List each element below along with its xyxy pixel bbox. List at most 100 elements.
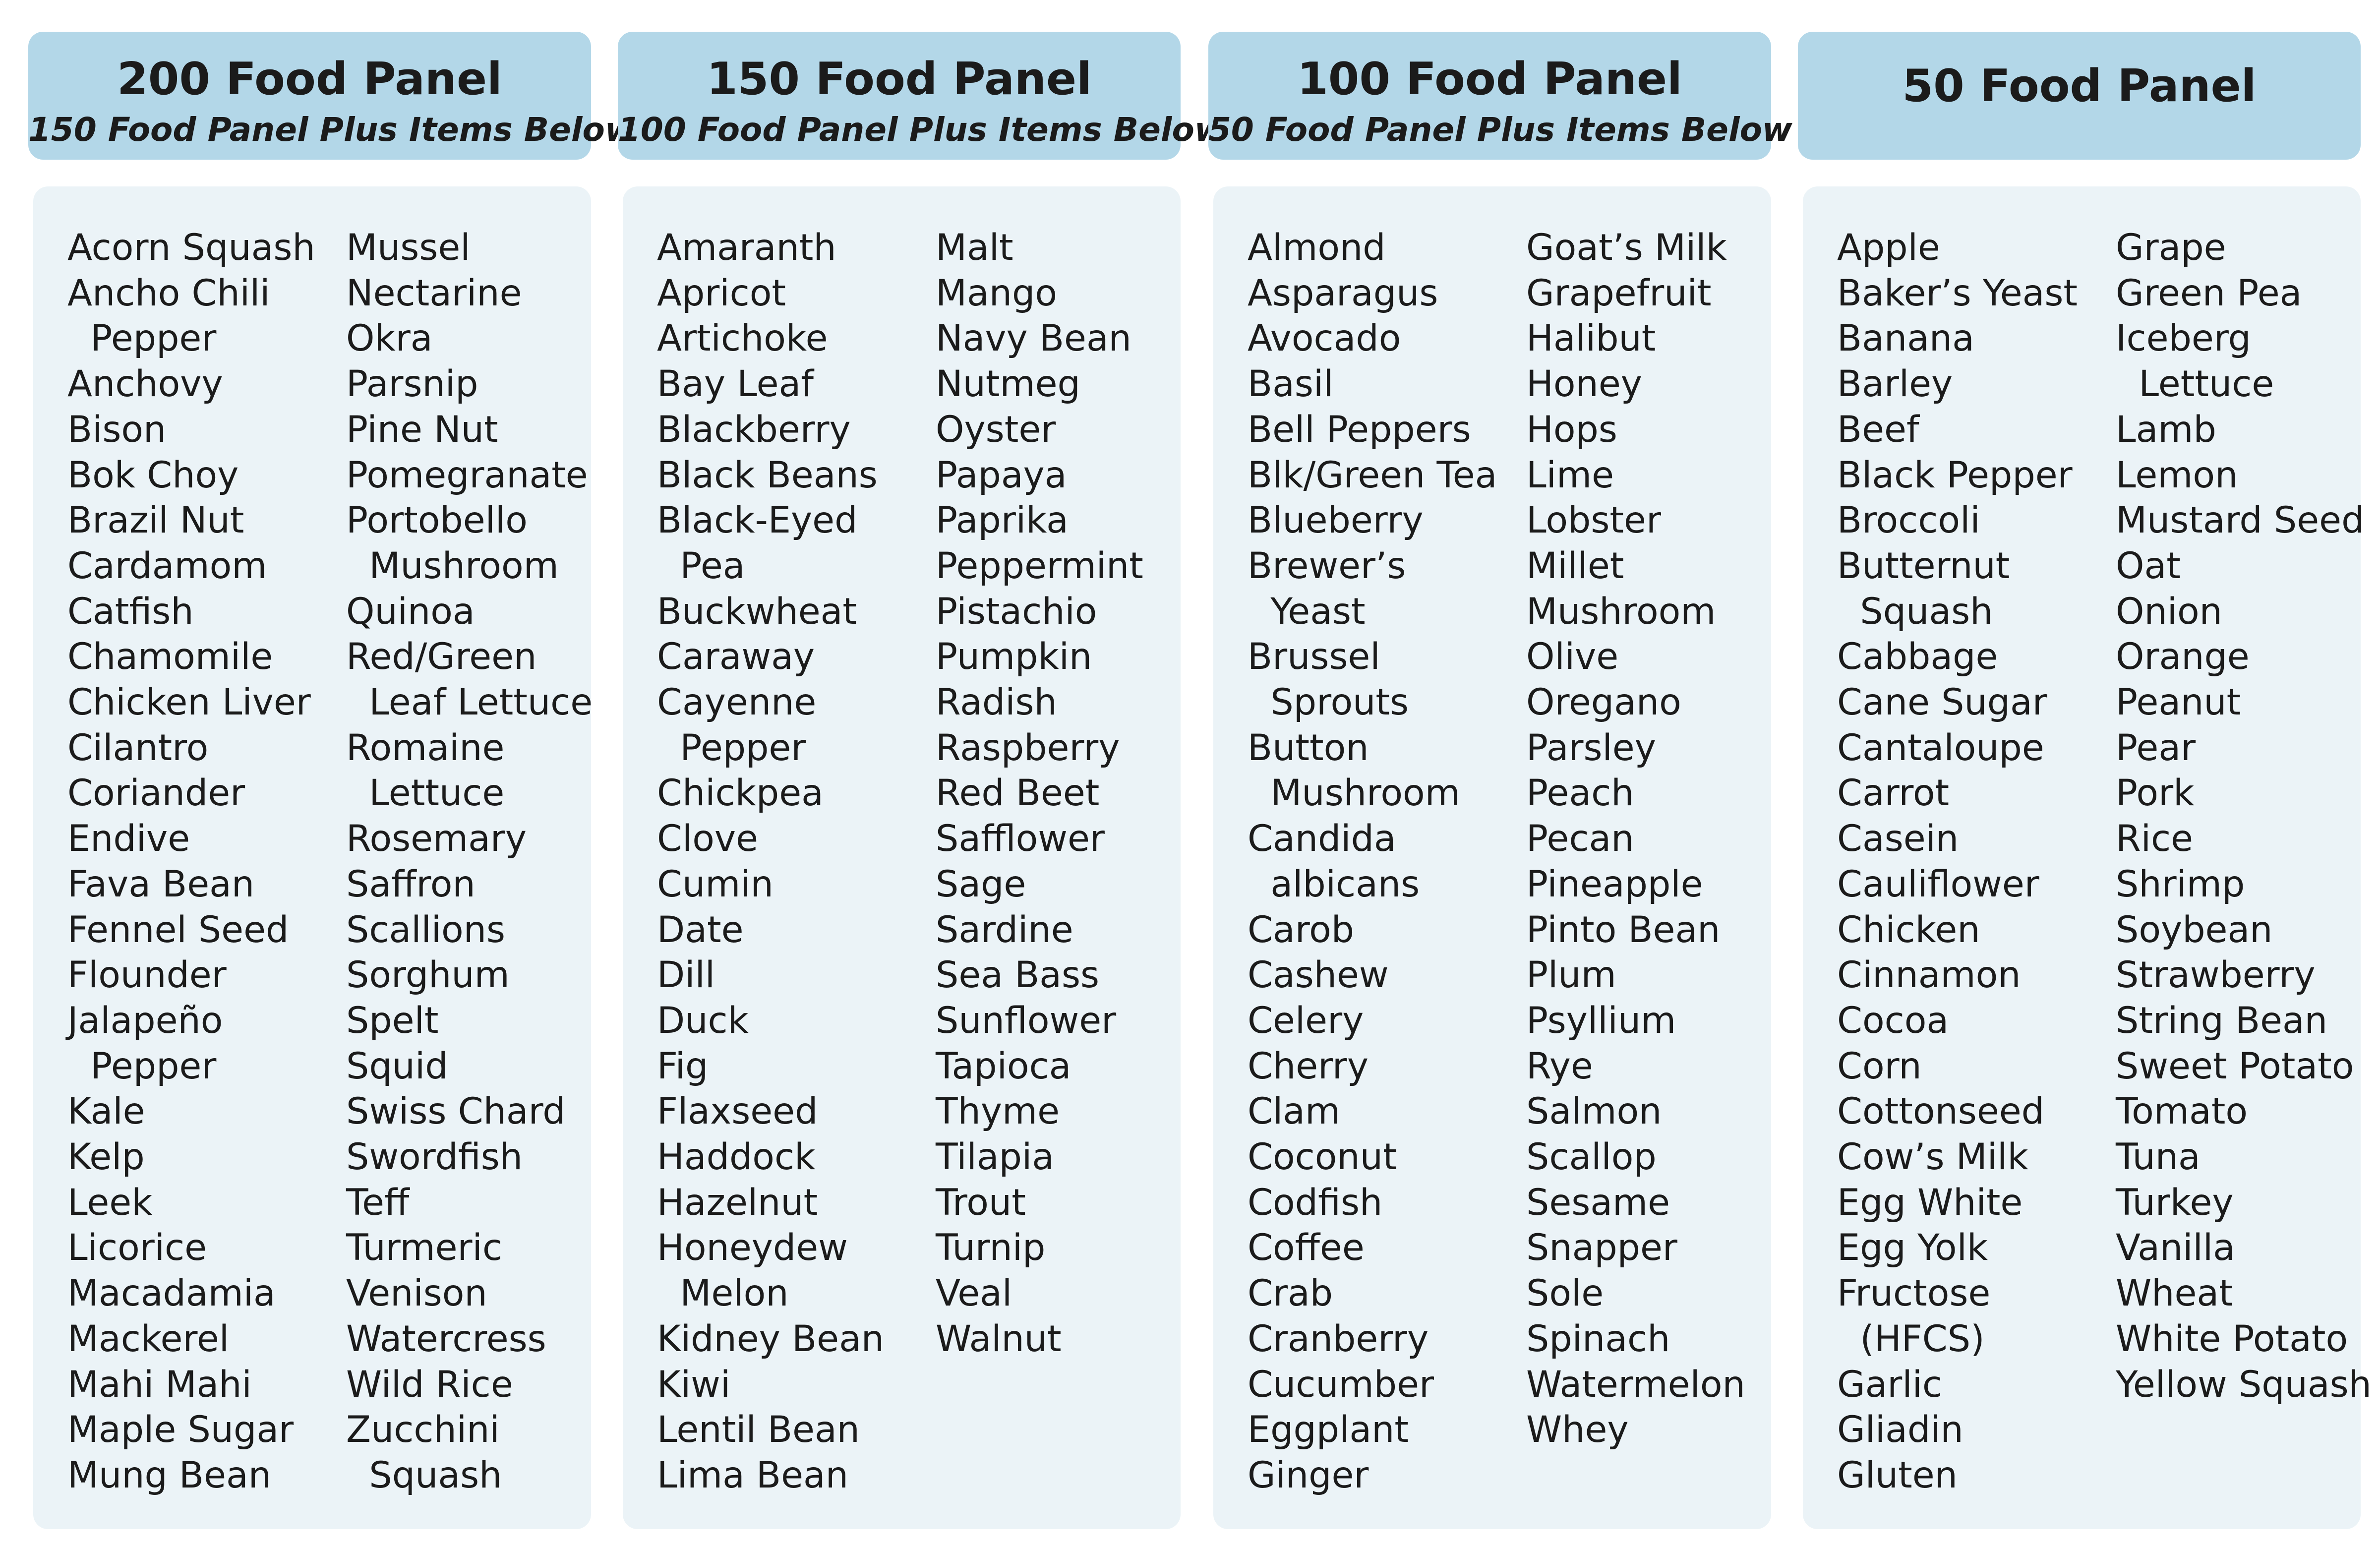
food-item: Lettuce bbox=[2116, 363, 2274, 406]
food-item: Cantaloupe bbox=[1837, 726, 2044, 769]
food-item: Dill bbox=[657, 954, 715, 997]
food-item: Leek bbox=[67, 1181, 153, 1224]
food-item: Lime bbox=[1526, 454, 1614, 496]
food-item: Mackerel bbox=[67, 1317, 230, 1360]
panel-body: Amaranth Apricot Artichoke Bay Leaf Blackber… bbox=[623, 186, 1181, 1529]
panel-header: 150 Food Panel 100 Food Panel Plus Items… bbox=[618, 32, 1225, 160]
food-item: Yeast bbox=[1248, 590, 1366, 633]
food-item: Cucumber bbox=[1248, 1363, 1434, 1406]
food-item: Chicken bbox=[1837, 908, 1980, 951]
food-item: Watercress bbox=[346, 1317, 546, 1360]
food-item: Cane Sugar bbox=[1837, 681, 2047, 724]
food-item: Cashew bbox=[1248, 954, 1389, 997]
food-item: Pinto Bean bbox=[1526, 908, 1721, 951]
food-item: Thyme bbox=[936, 1090, 1060, 1133]
food-item: Pea bbox=[657, 544, 745, 587]
panel-header: 50 Food Panel bbox=[1798, 32, 2361, 160]
food-item: Butternut bbox=[1837, 544, 2010, 587]
food-item: Bell Peppers bbox=[1248, 408, 1471, 451]
food-item: Pineapple bbox=[1526, 863, 1703, 905]
panel-body: Almond Asparagus Avocado Basil Bell Peppers B… bbox=[1213, 186, 1771, 1529]
food-item: Venison bbox=[346, 1272, 487, 1315]
food-item: Walnut bbox=[936, 1317, 1062, 1360]
food-item: Brussel bbox=[1248, 636, 1380, 678]
food-item: Cayenne bbox=[657, 681, 817, 724]
food-item: Bok Choy bbox=[67, 454, 239, 496]
food-item: Cilantro bbox=[67, 726, 209, 769]
food-item: Shrimp bbox=[2116, 863, 2245, 905]
food-item: Yellow Squash bbox=[2116, 1363, 2372, 1406]
food-item: Goat’s Milk bbox=[1526, 227, 1727, 269]
food-item: Snapper bbox=[1526, 1227, 1677, 1269]
food-item: Fennel Seed bbox=[67, 908, 289, 951]
food-item: Gliadin bbox=[1837, 1409, 1964, 1451]
food-item: Hops bbox=[1526, 408, 1617, 451]
panel-100: 100 Food Panel 50 Food Panel Plus Items … bbox=[1208, 0, 1792, 1547]
food-item: Lemon bbox=[2116, 454, 2238, 496]
food-item: Flaxseed bbox=[657, 1090, 818, 1133]
food-item: Acorn Squash bbox=[67, 227, 315, 269]
food-item: Vanilla bbox=[2116, 1227, 2235, 1269]
panel-subtitle: 100 Food Panel Plus Items Below bbox=[618, 111, 1225, 149]
food-item: Corn bbox=[1837, 1045, 1922, 1087]
food-item: Celery bbox=[1248, 999, 1364, 1042]
food-item: Sardine bbox=[936, 908, 1073, 951]
food-item: Turmeric bbox=[346, 1227, 502, 1269]
food-item: Red/Green bbox=[346, 636, 537, 678]
food-item: Bay Leaf bbox=[657, 363, 814, 406]
food-item: Onion bbox=[2116, 590, 2222, 633]
food-item: Scallop bbox=[1526, 1136, 1657, 1179]
food-item: Oyster bbox=[936, 408, 1056, 451]
food-item: Peanut bbox=[2116, 681, 2241, 724]
food-list-column-2: Malt Mango Navy Bean Nutmeg Oyster Papaya Papr… bbox=[936, 225, 1143, 1362]
food-item: Raspberry bbox=[936, 726, 1120, 769]
panel-subtitle: 50 Food Panel Plus Items Below bbox=[1208, 111, 1792, 149]
food-item: Asparagus bbox=[1248, 272, 1438, 314]
food-item: Maple Sugar bbox=[67, 1409, 294, 1451]
food-item: Buckwheat bbox=[657, 590, 857, 633]
food-item: White Potato bbox=[2116, 1317, 2348, 1360]
food-item: Pistachio bbox=[936, 590, 1097, 633]
panel-title: 50 Food Panel bbox=[1902, 60, 2257, 112]
panel-header: 200 Food Panel 150 Food Panel Plus Items… bbox=[28, 32, 635, 160]
food-item: Almond bbox=[1248, 227, 1386, 269]
food-item: Veal bbox=[936, 1272, 1012, 1315]
food-item: Sea Bass bbox=[936, 954, 1100, 997]
food-item: Sweet Potato bbox=[2116, 1045, 2354, 1087]
food-item: Mango bbox=[936, 272, 1057, 314]
food-item: Turnip bbox=[936, 1227, 1046, 1269]
food-item: Plum bbox=[1526, 954, 1616, 997]
food-item: Swiss Chard bbox=[346, 1090, 566, 1133]
panel-200: 200 Food Panel 150 Food Panel Plus Items… bbox=[28, 0, 635, 1547]
food-item: Carrot bbox=[1837, 772, 1950, 815]
food-item: Broccoli bbox=[1837, 499, 1980, 542]
food-item: Bison bbox=[67, 408, 167, 451]
food-item: Quinoa bbox=[346, 590, 475, 633]
food-item: Wheat bbox=[2116, 1272, 2233, 1315]
food-item: Black Beans bbox=[657, 454, 878, 496]
food-item: Spinach bbox=[1526, 1317, 1670, 1360]
food-item: Sole bbox=[1526, 1272, 1604, 1315]
food-item: Lima Bean bbox=[657, 1454, 848, 1496]
food-item: Squid bbox=[346, 1045, 448, 1087]
food-item: Sorghum bbox=[346, 954, 510, 997]
food-item: Nutmeg bbox=[936, 363, 1080, 406]
food-item: Lettuce bbox=[346, 772, 505, 815]
food-item: Whey bbox=[1526, 1409, 1629, 1451]
panel-title: 150 Food Panel bbox=[707, 53, 1092, 105]
food-item: Radish bbox=[936, 681, 1057, 724]
panel-title: 200 Food Panel bbox=[117, 53, 502, 105]
food-item: Banana bbox=[1837, 317, 1974, 360]
food-item: Tapioca bbox=[936, 1045, 1071, 1087]
food-item: Teff bbox=[346, 1181, 410, 1224]
panel-150: 150 Food Panel 100 Food Panel Plus Items… bbox=[618, 0, 1225, 1547]
food-item: Clove bbox=[657, 818, 759, 860]
food-item: Pepper bbox=[67, 317, 217, 360]
food-item: Codfish bbox=[1248, 1181, 1383, 1224]
food-list-column-1: Almond Asparagus Avocado Basil Bell Peppers B… bbox=[1248, 225, 1497, 1498]
food-item: (HFCS) bbox=[1837, 1317, 1985, 1360]
food-item: Rosemary bbox=[346, 818, 527, 860]
food-item: Psyllium bbox=[1526, 999, 1676, 1042]
food-item: Fava Bean bbox=[67, 863, 255, 905]
food-item: Ginger bbox=[1248, 1454, 1369, 1496]
